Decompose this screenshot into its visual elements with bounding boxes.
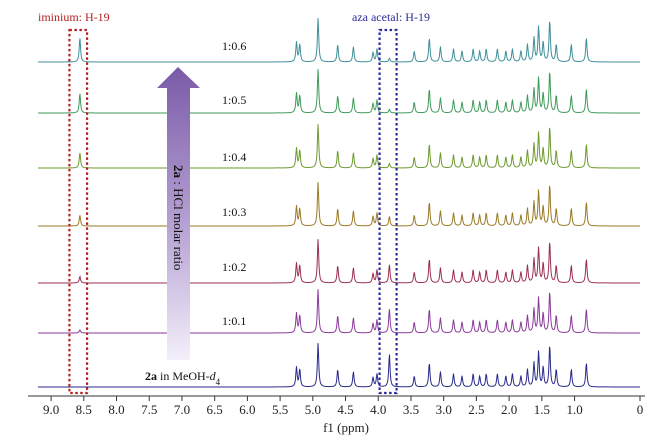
- x-axis: 9.0 8.5 8.0 7.5 7.0 6.5 6.0 5.5 5.0 4.5 4.0 3.5 3.0 2…: [28, 395, 645, 435]
- ratio-label-1: 1:0.5: [222, 93, 246, 107]
- spectrum-line-0: [38, 18, 640, 63]
- ratio-label-5: 1:0.1: [222, 314, 246, 328]
- spectrum-line-1: [38, 69, 640, 114]
- x-tick-label-7: 5.5: [272, 402, 288, 417]
- x-tick-label-0: 9.0: [43, 402, 59, 417]
- x-tick-label-2: 8.0: [108, 402, 124, 417]
- x-tick-label-3: 7.5: [141, 402, 157, 417]
- ratio-label-0: 1:0.6: [222, 39, 246, 53]
- x-tick-label-11: 3.5: [403, 402, 419, 417]
- arrow-shape: [157, 67, 200, 360]
- spectrum-line-4: [38, 239, 640, 284]
- ratio-label-6: 2a in MeOH-d4: [145, 369, 221, 387]
- x-tick-label-8: 5.0: [305, 402, 321, 417]
- x-tick-label-14: 2.0: [501, 402, 517, 417]
- x-tick-label-6: 6.0: [239, 402, 255, 417]
- highlight-box-1: [378, 28, 398, 395]
- spectrum-line-6: [38, 343, 640, 388]
- highlight-box-0: [68, 28, 89, 395]
- x-tick-label-4: 7.0: [174, 402, 190, 417]
- spectrum-line-2: [38, 124, 640, 169]
- x-tick-label-9: 4.5: [337, 402, 353, 417]
- ratio-label-2: 1:0.4: [222, 150, 246, 164]
- x-tick-label-1: 8.5: [76, 402, 92, 417]
- highlight-label-1: aza acetal: H-19: [352, 10, 430, 24]
- x-tick-label-16: 1.0: [566, 402, 582, 417]
- x-tick-label-15: 1.5: [534, 402, 550, 417]
- arrow-label: 2a : HCl molar ratio: [171, 165, 186, 270]
- x-tick-label-12: 3.0: [436, 402, 452, 417]
- x-tick-label-13: 2.5: [468, 402, 484, 417]
- spectrum-line-3: [38, 182, 640, 227]
- highlight-boxes: iminium: H-19 aza acetal: H-19: [38, 10, 430, 395]
- x-axis-title: f1 (ppm): [323, 420, 369, 435]
- ratio-labels: 1:0.6 1:0.5 1:0.4 1:0.3 1:0.2 1:0.1 2a in MeOH…: [145, 39, 246, 387]
- x-tick-label-17: 0: [637, 402, 644, 417]
- highlight-label-0: iminium: H-19: [38, 10, 110, 24]
- ratio-label-3: 1:0.3: [222, 205, 246, 219]
- spectra-group: [38, 18, 640, 388]
- x-tick-label-5: 6.5: [207, 402, 223, 417]
- spectrum-line-5: [38, 289, 640, 334]
- molar-ratio-arrow: 2a : HCl molar ratio: [157, 67, 200, 360]
- ratio-label-4: 1:0.2: [222, 260, 246, 274]
- x-tick-label-10: 4.0: [370, 402, 386, 417]
